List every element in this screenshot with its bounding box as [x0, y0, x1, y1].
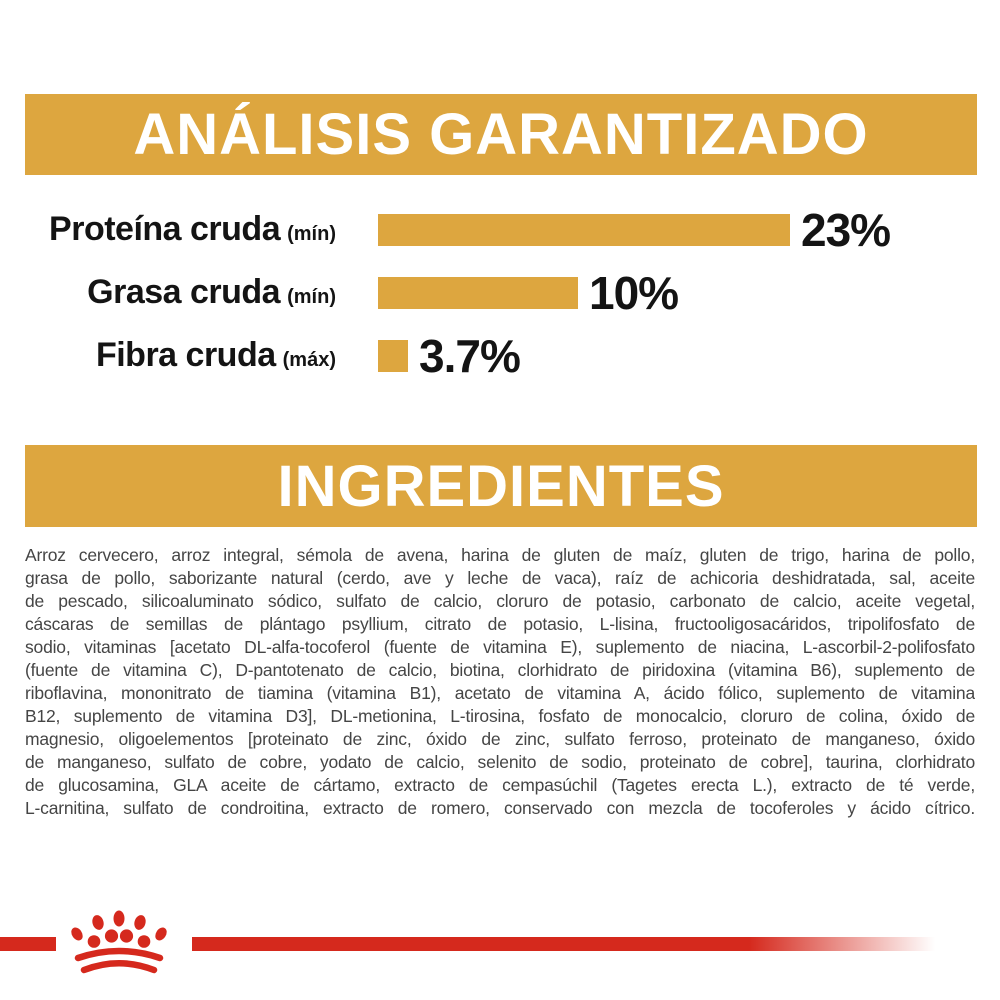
ingredients-line: de pescado, silicoaluminato sódico, sulf…: [25, 591, 975, 611]
analysis-bar: [378, 339, 408, 372]
ingredients-line: grasa de pollo, saborizante natural (cer…: [25, 568, 975, 588]
ingredients-paragraph: Arroz cervecero, arroz integral, sémola …: [25, 544, 975, 820]
ingredients-line: cáscaras de semillas de plántago psylliu…: [25, 614, 975, 634]
analysis-row-label: Fibra cruda (máx): [95, 336, 336, 374]
ingredients-title: INGREDIENTES: [277, 453, 725, 519]
footer-stripe-left: [0, 937, 56, 951]
royal-canin-crown-icon: [68, 907, 170, 977]
analysis-row-qualifier: (mín): [287, 223, 336, 245]
analysis-row-fat: Grasa cruda (mín) 10%: [25, 261, 975, 324]
analysis-value: 23%: [801, 203, 891, 256]
analysis-title: ANÁLISIS GARANTIZADO: [133, 102, 869, 167]
analysis-value: 10%: [589, 266, 679, 319]
analysis-bar: [378, 276, 578, 309]
analysis-banner: ANÁLISIS GARANTIZADO: [25, 94, 977, 175]
ingredients-line: sodio, vitaminas [acetato DL-alfa-tocofe…: [25, 637, 975, 657]
ingredients-line: de manganeso, sulfato de cobre, yodato d…: [25, 752, 975, 772]
analysis-value: 3.7%: [419, 329, 521, 382]
ingredients-line: de glucosamina, GLA aceite de cártamo, e…: [25, 775, 975, 795]
ingredients-line: Arroz cervecero, arroz integral, sémola …: [25, 545, 975, 565]
analysis-row-label: Proteína cruda (mín): [49, 210, 336, 248]
guaranteed-analysis-chart: Proteína cruda (mín) 23% Grasa cruda (mín)…: [25, 198, 975, 387]
analysis-row-fiber: Fibra cruda (máx) 3.7%: [25, 324, 975, 387]
analysis-row-qualifier: (máx): [282, 349, 336, 371]
ingredients-line: riboflavina, mononitrato de tiamina (vit…: [25, 683, 975, 703]
ingredients-line: (fuente de vitamina C), D-pantotenato de…: [25, 660, 975, 680]
analysis-row-label: Grasa cruda (mín): [87, 273, 336, 311]
footer-stripe-right: [192, 937, 935, 951]
ingredients-line: L-carnitina, sulfato de condroitina, ext…: [25, 798, 975, 818]
ingredients-banner: INGREDIENTES: [25, 445, 977, 527]
analysis-bar: [378, 213, 790, 246]
analysis-row-protein: Proteína cruda (mín) 23%: [25, 198, 975, 261]
ingredients-line: B12, suplemento de vitamina D3], DL-meti…: [25, 706, 975, 726]
analysis-row-qualifier: (mín): [287, 286, 336, 308]
ingredients-line: magnesio, oligoelementos [proteinato de …: [25, 729, 975, 749]
